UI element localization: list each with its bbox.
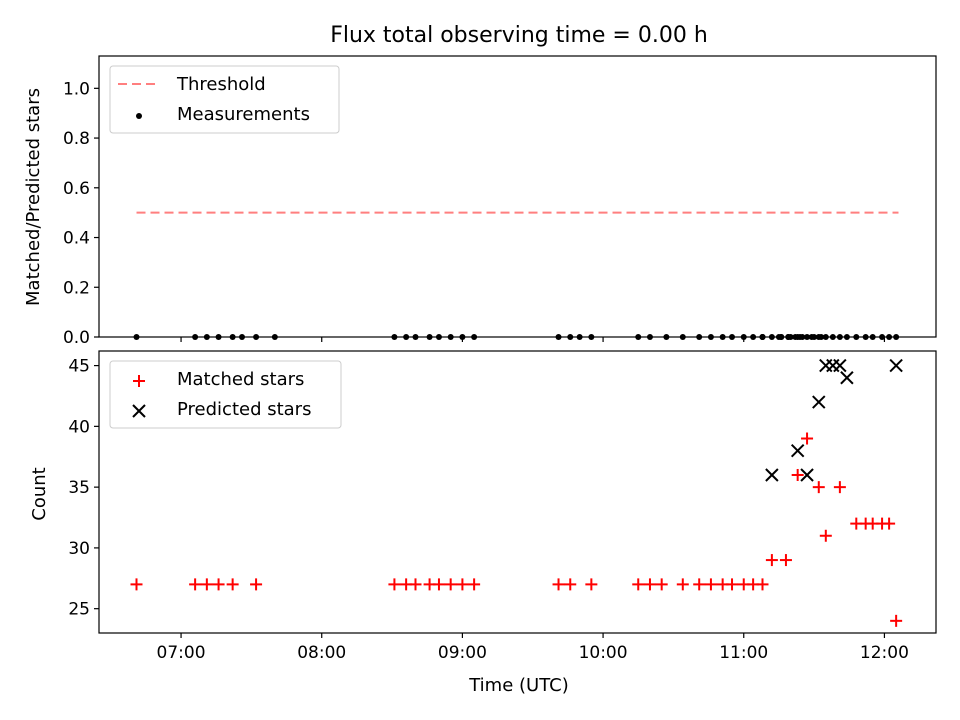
xtick-label: 12:00 xyxy=(860,643,909,663)
matched-star-marker xyxy=(200,578,213,591)
matched-star-marker xyxy=(468,578,481,591)
bottom-ytick-label: 35 xyxy=(68,478,90,498)
top-ytick-label: 0.4 xyxy=(63,229,90,249)
bottom-ytick-label: 45 xyxy=(68,357,90,377)
matched-star-marker xyxy=(564,578,577,591)
bottom-axes-frame xyxy=(98,350,937,634)
matched-star-marker xyxy=(456,578,469,591)
matched-star-marker xyxy=(585,578,598,591)
matched-star-marker xyxy=(632,578,645,591)
legend-predicted-swatch xyxy=(132,404,146,418)
bottom-panel: Count 25 30 35 40 45 07:00 08:00 09:00 10:00 11:… xyxy=(29,337,937,696)
top-yticks: 0.0 0.2 0.4 0.6 0.8 1.0 xyxy=(63,79,99,348)
predicted-star-marker xyxy=(812,395,826,409)
matched-star-marker xyxy=(812,481,825,494)
matched-star-marker xyxy=(655,578,668,591)
matched-star-marker xyxy=(432,578,445,591)
bottom-ytick-label: 40 xyxy=(68,417,90,437)
top-ytick-label: 1.0 xyxy=(63,79,90,99)
predicted-star-marker xyxy=(840,371,854,385)
matched-star-marker xyxy=(819,529,832,542)
legend-measurements-label: Measurements xyxy=(177,104,310,125)
legend-threshold-label: Threshold xyxy=(176,74,266,95)
matched-star-marker xyxy=(693,578,706,591)
top-panel: Matched/Predicted stars 0.0 0.2 0.4 0.6 0.8 1… xyxy=(23,55,937,348)
matched-star-marker xyxy=(130,578,143,591)
predicted-star-marker xyxy=(790,443,805,458)
xtick-label: 11:00 xyxy=(719,643,768,663)
matched-star-marker xyxy=(250,578,263,591)
matched-star-marker xyxy=(833,481,846,494)
top-legend-box xyxy=(109,65,340,134)
matched-star-marker xyxy=(791,468,804,481)
bottom-yticks: 25 30 35 40 45 xyxy=(68,357,99,620)
legend-predicted-label: Predicted stars xyxy=(177,399,311,420)
top-legend: Threshold Measurements xyxy=(109,65,340,134)
top-ytick-label: 0.6 xyxy=(63,179,90,199)
predicted-star-stroke xyxy=(833,358,847,373)
legend-matched-label: Matched stars xyxy=(177,369,304,390)
matched-star-marker xyxy=(189,578,202,591)
predicted-star-stroke xyxy=(812,395,826,409)
predicted-star-stroke xyxy=(889,358,903,373)
matched-star-marker xyxy=(226,578,239,591)
matched-star-marker xyxy=(643,578,656,591)
figure-title: Flux total observing time = 0.00 h xyxy=(330,23,708,48)
matched-star-marker xyxy=(409,578,422,591)
bottom-ylabel: Count xyxy=(29,467,50,520)
matched-star-marker xyxy=(676,578,689,591)
predicted-star-stroke xyxy=(790,443,805,458)
predicted-star-marker xyxy=(765,468,779,482)
matched-star-marker xyxy=(756,578,769,591)
top-ytick-label: 0.8 xyxy=(63,129,90,149)
matched-star-marker xyxy=(801,432,814,445)
matched-star-marker xyxy=(726,578,739,591)
predicted-star-marker xyxy=(800,468,814,482)
legend-matched-swatch xyxy=(133,375,145,387)
matched-star-marker xyxy=(765,554,778,567)
matched-star-marker xyxy=(779,554,792,567)
matched-star-points xyxy=(130,432,903,627)
bottom-xlabel: Time (UTC) xyxy=(468,675,569,696)
predicted-star-stroke xyxy=(765,468,779,482)
top-ytick-label: 0.2 xyxy=(63,278,90,298)
xtick-label: 10:00 xyxy=(579,643,628,663)
matched-star-marker xyxy=(883,517,896,530)
xtick-label: 07:00 xyxy=(157,643,206,663)
bottom-ytick-label: 30 xyxy=(68,539,90,559)
matched-star-marker xyxy=(444,578,457,591)
legend-measurements-swatch xyxy=(136,113,142,119)
predicted-star-stroke xyxy=(840,371,854,385)
xtick-label: 08:00 xyxy=(297,643,346,663)
matched-star-marker xyxy=(552,578,565,591)
predicted-star-stroke xyxy=(800,468,814,482)
bottom-ytick-label: 25 xyxy=(68,600,90,620)
top-ytick-label: 0.0 xyxy=(63,328,90,348)
matched-star-marker xyxy=(890,614,903,627)
matched-star-marker xyxy=(704,578,717,591)
bottom-legend-box xyxy=(109,360,342,429)
top-ylabel: Matched/Predicted stars xyxy=(23,88,44,306)
bottom-legend: Matched stars Predicted stars xyxy=(109,360,342,429)
predicted-star-marker xyxy=(889,358,903,373)
matched-star-marker xyxy=(212,578,225,591)
matched-star-marker xyxy=(388,578,401,591)
top-axes-frame xyxy=(98,55,937,338)
bottom-xticks: 07:00 08:00 09:00 10:00 11:00 12:00 xyxy=(157,337,909,663)
predicted-star-points xyxy=(765,358,903,482)
predicted-star-marker xyxy=(833,358,847,373)
xtick-label: 09:00 xyxy=(438,643,487,663)
